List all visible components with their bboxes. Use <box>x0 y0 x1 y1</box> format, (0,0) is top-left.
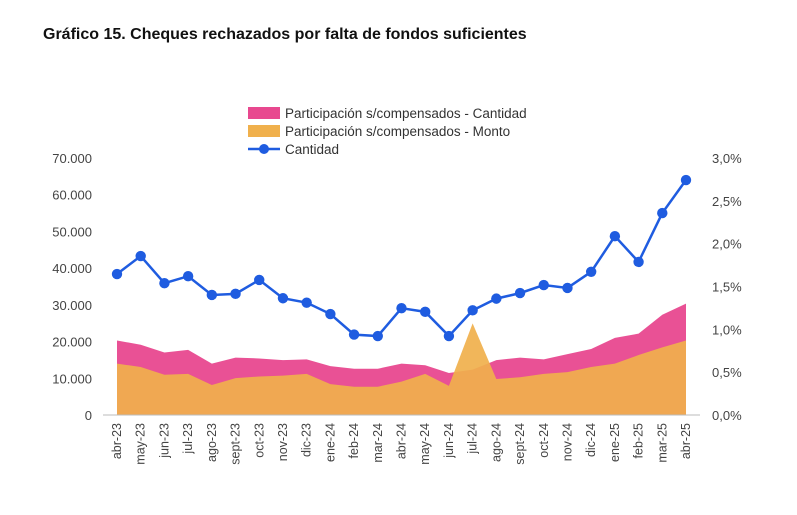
data-point-nov-24 <box>562 282 573 294</box>
data-point-ago-23 <box>206 289 218 301</box>
data-point-ago-24 <box>491 293 502 304</box>
x-tick-label: sept-23 <box>229 423 243 465</box>
x-tick-label: feb-24 <box>347 423 361 458</box>
data-point-dic-24 <box>585 266 597 278</box>
x-tick-label: abr-23 <box>110 423 124 459</box>
x-tick-label: mar-25 <box>655 423 669 463</box>
y-right-tick-label: 1,0% <box>712 322 742 337</box>
y-left-tick-label: 10.000 <box>52 371 92 386</box>
legend-label-1: Participación s/compensados - Cantidad <box>285 106 527 121</box>
data-point-feb-25 <box>633 256 644 268</box>
x-tick-label: dic-23 <box>300 423 314 457</box>
x-tick-label: ene-24 <box>323 423 337 462</box>
data-point-ene-24 <box>325 308 336 320</box>
y-left-tick-label: 40.000 <box>52 261 92 276</box>
x-tick-label: ago-24 <box>489 423 503 462</box>
area-layer <box>117 303 686 415</box>
x-tick-label: nov-23 <box>276 423 290 461</box>
x-tick-label: ago-23 <box>205 423 219 462</box>
legend-line-marker <box>259 144 269 154</box>
area-series-2 <box>117 323 686 415</box>
y-right-tick-label: 3,0% <box>712 151 742 166</box>
x-tick-label: may-23 <box>134 423 148 465</box>
legend: Participación s/compensados - Cantidad Pa… <box>248 106 527 157</box>
data-point-jul-24 <box>467 305 478 316</box>
y-right-tick-label: 1,5% <box>712 280 742 295</box>
x-tick-label: abr-25 <box>679 423 693 459</box>
legend-label-3: Cantidad <box>285 142 339 157</box>
data-point-jul-23 <box>182 271 194 282</box>
x-tick-label: nov-24 <box>560 423 574 461</box>
data-point-mar-24 <box>372 330 383 342</box>
x-tick-label: sept-24 <box>513 423 527 465</box>
x-tick-label: oct-24 <box>537 423 551 458</box>
y-left-tick-label: 60.000 <box>52 188 92 203</box>
legend-label-2: Participación s/compensados - Monto <box>285 124 510 139</box>
x-tick-label: jun-23 <box>157 423 171 459</box>
y-left-tick-label: 30.000 <box>52 298 92 313</box>
data-point-jun-24 <box>443 330 455 342</box>
data-point-abr-23 <box>111 268 123 280</box>
data-point-jun-23 <box>159 278 170 289</box>
data-point-nov-23 <box>277 293 289 304</box>
x-tick-label: jun-24 <box>442 423 456 459</box>
x-tick-label: dic-24 <box>584 423 598 457</box>
x-tick-label: may-24 <box>418 423 432 465</box>
y-right-tick-label: 2,5% <box>712 194 742 209</box>
legend-swatch-1 <box>248 107 280 119</box>
data-point-sept-23 <box>230 288 241 300</box>
line-layer <box>111 174 692 342</box>
data-point-may-24 <box>420 306 431 318</box>
x-tick-label: jul-23 <box>181 423 195 455</box>
data-point-dic-23 <box>301 297 312 308</box>
x-tick-label: abr-24 <box>395 423 409 459</box>
y-left-tick-label: 20.000 <box>52 335 92 350</box>
data-point-oct-24 <box>538 279 549 291</box>
y-left-tick-label: 70.000 <box>52 151 92 166</box>
legend-swatch-2 <box>248 125 280 137</box>
x-tick-label: mar-24 <box>371 423 385 463</box>
data-point-oct-23 <box>254 274 265 286</box>
data-point-sept-24 <box>514 287 526 299</box>
y-right-tick-label: 2,0% <box>712 237 742 252</box>
y-left-tick-label: 50.000 <box>52 224 92 239</box>
y-right-tick-label: 0,5% <box>712 365 742 380</box>
x-tick-label: ene-25 <box>608 423 622 462</box>
data-point-feb-24 <box>348 329 360 340</box>
data-point-abr-25 <box>680 174 692 186</box>
data-point-abr-24 <box>396 302 407 314</box>
data-point-mar-25 <box>657 207 668 219</box>
chart-title: Gráfico 15. Cheques rechazados por falta… <box>43 26 527 43</box>
x-tick-label: oct-23 <box>252 423 266 458</box>
y-right-tick-label: 0,0% <box>712 408 742 423</box>
data-point-ene-25 <box>609 231 621 242</box>
y-left-tick-label: 0 <box>85 408 92 423</box>
data-point-may-23 <box>135 250 146 262</box>
axes: 0 10.000 20.000 30.000 40.000 50.000 60.000 70.… <box>52 151 742 465</box>
x-tick-label: feb-25 <box>632 423 646 458</box>
x-tick-label: jul-24 <box>466 423 480 455</box>
